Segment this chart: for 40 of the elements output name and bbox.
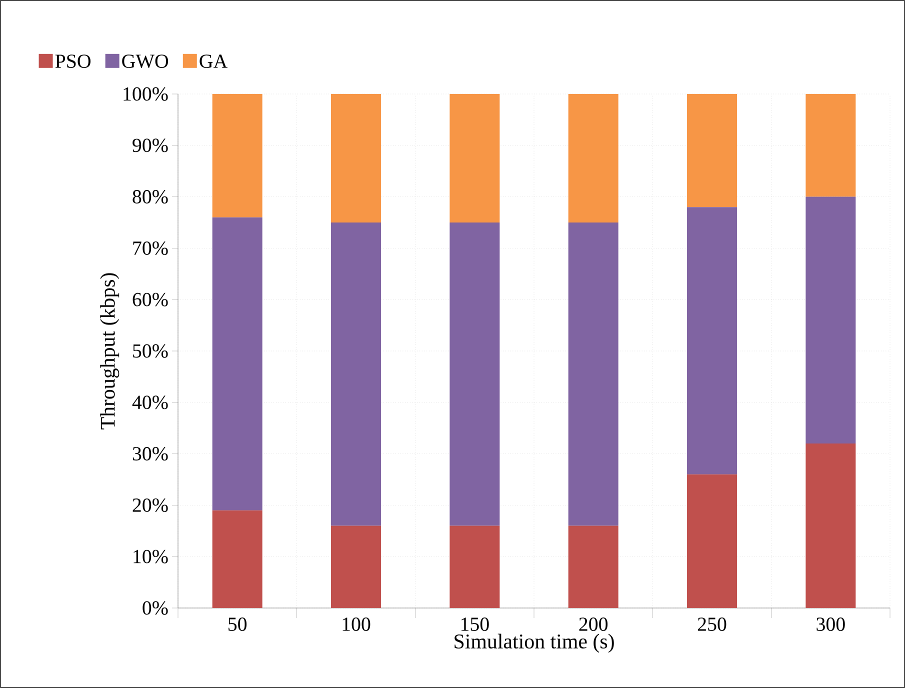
legend-label: PSO [55,54,90,68]
bar [450,222,500,526]
y-tick-label: 80% [132,190,168,204]
bar [568,526,618,608]
bar [687,474,738,608]
x-tick-label: 150 [461,618,489,631]
legend-label: GA [200,54,228,68]
y-axis-title: Throughput (kbps) [100,273,120,430]
bar [806,196,856,444]
bar [331,526,382,608]
bar [212,510,262,608]
bar [212,217,262,510]
y-tick-label: 100% [124,87,168,101]
x-tick-label: 250 [698,618,726,631]
y-tick-label: 90% [132,138,168,152]
legend-label: GWO [122,54,168,68]
y-tick-label: 70% [133,241,168,255]
bar [450,526,500,608]
x-tick-label: 50 [228,618,247,631]
bar [450,94,500,222]
y-tick-label: 40% [132,396,168,410]
x-tick-label: 200 [579,618,608,631]
y-tick-label: 30% [132,447,168,461]
bar [806,444,856,608]
y-tick-label: 0% [142,601,168,615]
bar [212,94,262,218]
bar [687,94,738,208]
bar [806,94,856,197]
bar [568,94,618,222]
y-tick-label: 50% [133,344,168,358]
bar [331,94,382,222]
x-tick-label: 100 [342,618,370,631]
bar [568,222,618,526]
y-tick-label: 60% [132,292,168,306]
y-tick-label: 10% [134,550,168,564]
y-tick-label: 20% [132,498,168,512]
bar [687,207,738,474]
x-axis-title: Simulation time (s) [454,634,614,653]
bar [331,222,382,526]
x-tick-label: 300 [816,618,845,631]
